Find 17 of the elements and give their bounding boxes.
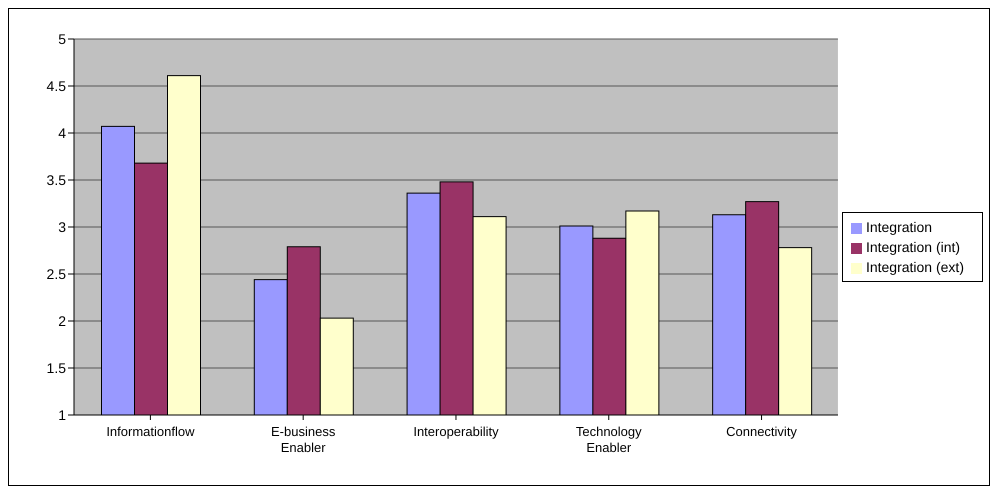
x-tick-label: E-business Enabler (271, 424, 336, 455)
y-tick-label: 3 (58, 218, 66, 235)
x-tick-label: Informationflow (106, 424, 196, 439)
y-tick-label: 2 (58, 312, 66, 329)
y-tick-label: 3.5 (46, 172, 66, 188)
y-tick-label: 1.5 (46, 360, 66, 376)
y-tick-label: 1 (58, 406, 66, 423)
y-tick-label: 4 (58, 124, 66, 141)
legend-label: Integration (int) (866, 239, 960, 255)
y-tick-label: 5 (58, 30, 66, 47)
legend-label: Integration (866, 219, 932, 235)
y-tick-label: 2.5 (46, 266, 66, 282)
legend-label: Integration (ext) (866, 259, 964, 275)
y-tick-label: 4.5 (46, 78, 66, 94)
x-tick-label: Technology Enabler (576, 424, 642, 455)
x-tick-label: Interoperability (413, 424, 500, 439)
x-tick-label: Connectivity (726, 424, 798, 439)
